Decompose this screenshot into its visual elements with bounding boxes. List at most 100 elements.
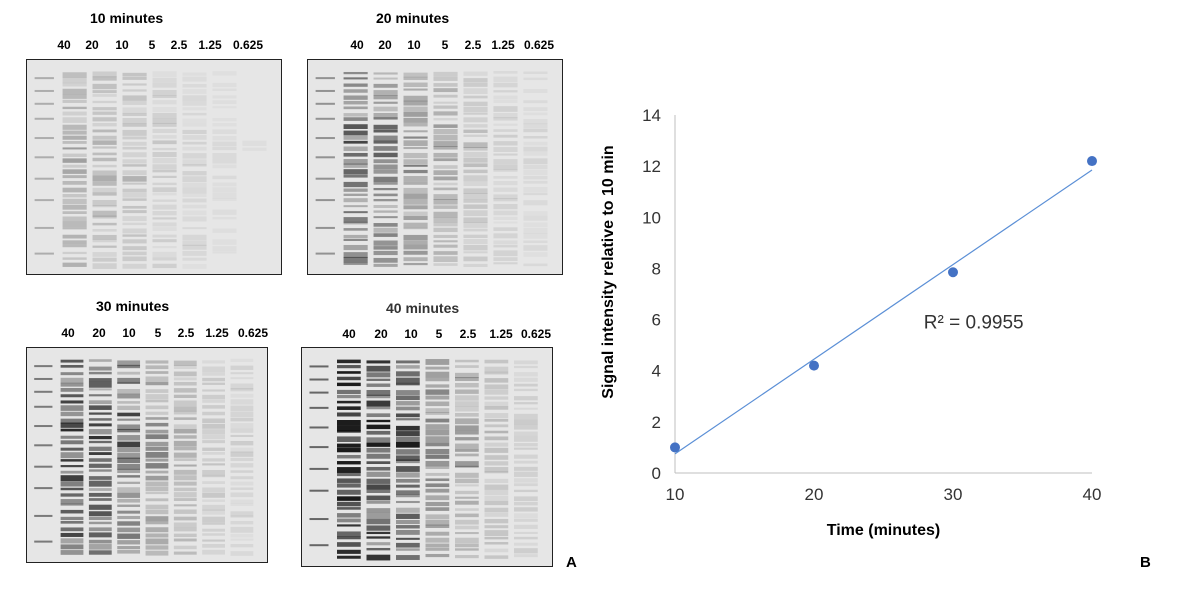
gel-band [433, 146, 458, 150]
gel-band [425, 395, 450, 400]
ladder-band [309, 518, 329, 521]
gel-band [60, 435, 84, 439]
gel-band [145, 509, 169, 515]
gel-band [366, 413, 391, 418]
gel-band [523, 228, 547, 234]
gel-band [455, 406, 479, 412]
gel-band [455, 555, 479, 559]
gel-band [343, 140, 368, 144]
gel-band [455, 532, 479, 535]
gel-band [396, 459, 420, 464]
y-tick-label: 10 [642, 208, 661, 227]
gel-band [230, 487, 254, 490]
gel-band [92, 210, 117, 217]
gel-band [455, 425, 479, 431]
gel-band [182, 135, 207, 140]
gel-band [455, 412, 479, 417]
ladder-band [34, 405, 53, 408]
gel-band [403, 82, 428, 88]
gel-band [337, 489, 361, 495]
gel-band [433, 71, 458, 77]
gel-band [60, 532, 84, 537]
panel-a-letter: A [566, 554, 577, 571]
gel-band [60, 422, 84, 428]
gel-band [230, 511, 254, 517]
gel-band [117, 504, 141, 507]
gel-band [117, 401, 141, 404]
gel-band [92, 263, 117, 269]
gel-band [493, 203, 518, 210]
gel-band [92, 83, 117, 90]
ladder-band [34, 89, 54, 92]
gel-band [145, 475, 169, 481]
gel-band [152, 227, 177, 231]
gel-band [202, 549, 225, 555]
gel-band [425, 483, 450, 488]
gel-band [366, 430, 391, 435]
gel-band [337, 412, 361, 417]
gel-band [202, 516, 225, 523]
gel-band [433, 205, 458, 209]
gel-band [493, 123, 518, 126]
gel-band [343, 83, 368, 87]
gel-band [396, 377, 420, 384]
gel-band [373, 90, 398, 96]
gel-band [173, 545, 197, 550]
gel-band [122, 76, 147, 80]
gel-band [62, 262, 87, 267]
gel-band [230, 551, 254, 556]
lane-label: 40 [57, 38, 71, 52]
gel-band [484, 455, 509, 460]
gel-band [433, 256, 458, 262]
gel-band [484, 384, 509, 390]
gel-band [433, 152, 458, 158]
gel-band [463, 188, 488, 194]
gel-band [152, 199, 177, 202]
lane-label: 5 [441, 38, 449, 52]
gel-band [337, 513, 361, 518]
gel-band [92, 257, 117, 262]
gel-band [403, 111, 428, 117]
ladder-band [309, 406, 329, 409]
gel-band [493, 159, 518, 165]
gel-band [523, 200, 548, 206]
gel-band [337, 555, 361, 559]
gel-band [514, 388, 538, 392]
gel-band [117, 550, 141, 554]
gel-band [122, 129, 147, 136]
lane-label: 2.5 [170, 38, 188, 52]
gel-band [212, 83, 236, 87]
ladder-band [34, 199, 54, 202]
gel-band [403, 222, 428, 228]
gel-band [230, 538, 254, 541]
gel-band [433, 105, 458, 109]
gel-band [493, 70, 518, 74]
gel-band [484, 442, 509, 447]
gel-band [152, 71, 177, 78]
gel-band [493, 210, 518, 216]
gel-band [425, 377, 450, 382]
gel-band [343, 256, 368, 263]
gel-band [92, 175, 117, 182]
gel-band [337, 394, 361, 399]
gel-band [484, 489, 509, 496]
gel-band [212, 228, 237, 233]
gel-band [152, 263, 177, 269]
gel-band [523, 118, 548, 125]
ladder-band [34, 156, 54, 159]
gel-band [88, 550, 112, 555]
gel-band [366, 466, 391, 471]
gel-band [484, 536, 509, 540]
gel-band [212, 118, 236, 121]
gel-band [403, 169, 428, 174]
gel-band [122, 164, 147, 167]
gel-band [493, 198, 518, 202]
gel-band [425, 384, 450, 388]
gel-band [92, 90, 117, 94]
gel-band [230, 405, 254, 411]
gel-band [62, 164, 87, 168]
data-point [948, 267, 958, 278]
gel-band [92, 234, 117, 240]
gel-band [173, 475, 197, 481]
lane-labels: 40 20 10 5 2.5 1.25 0.625 [26, 326, 268, 342]
